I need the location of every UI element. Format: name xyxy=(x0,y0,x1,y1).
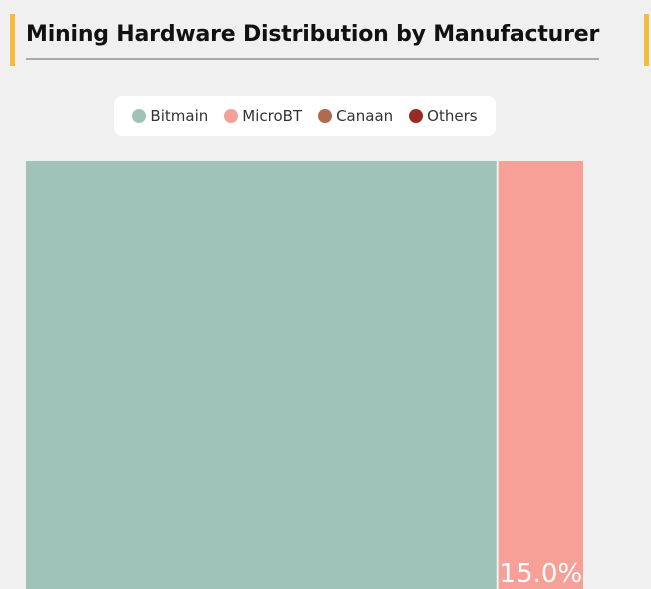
chart-legend: Bitmain MicroBT Canaan Others xyxy=(114,96,496,136)
title-underline xyxy=(26,58,599,60)
legend-item-microbt[interactable]: MicroBT xyxy=(224,107,302,125)
treemap-chart: 15.0% xyxy=(26,161,583,589)
legend-label-bitmain: Bitmain xyxy=(150,107,209,125)
chart-title: Mining Hardware Distribution by Manufact… xyxy=(26,22,600,47)
legend-label-canaan: Canaan xyxy=(336,107,394,125)
legend-item-others[interactable]: Others xyxy=(409,107,478,125)
legend-swatch-microbt xyxy=(224,109,239,123)
treemap-cell-bitmain[interactable] xyxy=(26,161,497,589)
panel-accent-bar xyxy=(644,14,649,66)
legend-label-microbt: MicroBT xyxy=(242,107,303,125)
treemap-cell-microbt[interactable] xyxy=(498,161,583,589)
legend-label-others: Others xyxy=(427,107,478,125)
legend-swatch-canaan xyxy=(318,109,333,123)
treemap-label-microbt: 15.0% xyxy=(500,559,583,589)
legend-item-bitmain[interactable]: Bitmain xyxy=(132,107,208,125)
legend-swatch-others xyxy=(409,109,424,123)
legend-swatch-bitmain xyxy=(132,109,147,123)
title-accent-bar xyxy=(10,14,15,66)
legend-item-canaan[interactable]: Canaan xyxy=(318,107,393,125)
